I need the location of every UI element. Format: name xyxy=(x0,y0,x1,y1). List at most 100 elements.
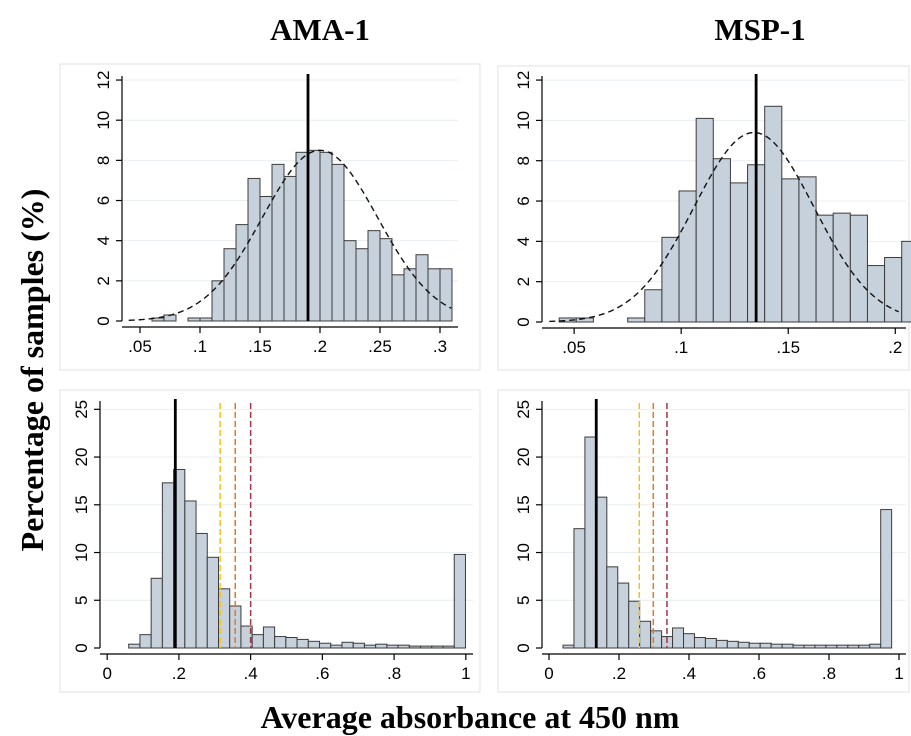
histogram-bar xyxy=(420,645,433,649)
histogram-bar xyxy=(748,642,761,649)
histogram-bar xyxy=(271,163,285,322)
y-tick-label: 10 xyxy=(514,543,533,562)
histogram-msp1-full-range: 0 5 10 15 20 25 0 .2 .4 .6 .8 1 xyxy=(497,389,910,693)
histogram-ama1-zoomed: 0 2 4 6 8 10 12 .05 .1 .15 .2 .25 .3 xyxy=(59,63,481,371)
histogram-bar xyxy=(235,224,249,322)
y-tick-label: 5 xyxy=(514,596,533,605)
x-tick-label: .2 xyxy=(313,337,327,356)
x-tick-label: .3 xyxy=(433,337,447,356)
y-tick-label: 15 xyxy=(72,495,91,514)
x-tick-label: .1 xyxy=(193,337,207,356)
histogram-ama1-full-range: 0 5 10 15 20 25 0 .2 .4 .6 .8 1 xyxy=(59,389,481,693)
histogram-msp1-zoomed: 0 2 4 6 8 10 12 .05 .1 .15 .2 xyxy=(497,65,911,371)
y-tick-label: 10 xyxy=(514,111,533,130)
y-tick-label: 6 xyxy=(94,196,113,205)
histogram-bar xyxy=(453,553,466,649)
y-tick-label: 15 xyxy=(514,495,533,514)
histogram-bar xyxy=(274,636,287,649)
histogram-bar xyxy=(442,645,455,649)
x-axis-label: Average absorbance at 450 nm xyxy=(261,699,680,735)
x-tick-label: 0 xyxy=(544,664,553,683)
histogram-bar xyxy=(815,214,834,323)
y-tick-label: 4 xyxy=(514,237,533,246)
histogram-bar xyxy=(764,105,783,323)
normal-fit-curve xyxy=(128,149,452,322)
histogram-bar xyxy=(150,577,163,649)
histogram-bar xyxy=(832,212,851,323)
histogram-bar xyxy=(825,644,838,649)
y-tick-label: 8 xyxy=(94,156,113,165)
histogram-bar xyxy=(661,236,680,323)
histogram-bar xyxy=(858,644,871,649)
histogram-bar xyxy=(869,643,882,649)
histogram-bar xyxy=(363,644,377,649)
histogram-bar xyxy=(128,643,141,649)
x-tick-label: 1 xyxy=(461,664,470,683)
histogram-bar xyxy=(379,238,393,322)
histogram-bar xyxy=(307,640,321,649)
histogram-bar xyxy=(391,274,405,322)
histogram-bar xyxy=(319,151,333,322)
histogram-bar xyxy=(251,634,264,649)
histogram-bar xyxy=(792,644,805,649)
x-tick-label: 1 xyxy=(894,664,903,683)
histogram-bar xyxy=(139,634,152,649)
histogram-bar xyxy=(187,317,201,322)
y-axis-label: Percentage of samples (%) xyxy=(14,189,50,552)
y-tick-label: 0 xyxy=(94,316,113,325)
y-tick-label: 0 xyxy=(514,643,533,652)
histogram-bar xyxy=(195,532,208,649)
histogram-bar xyxy=(330,644,343,649)
y-tick-label: 0 xyxy=(72,643,91,652)
histogram-bar xyxy=(184,500,197,649)
histogram-bar xyxy=(161,482,175,649)
y-tick-label: 4 xyxy=(94,236,113,245)
histogram-bar xyxy=(704,637,717,649)
x-tick-label: .25 xyxy=(368,337,392,356)
histogram-bar xyxy=(803,644,816,649)
x-tick-label: .8 xyxy=(387,664,401,683)
histogram-bar xyxy=(386,644,399,649)
histogram-bar xyxy=(617,582,630,649)
histogram-bar xyxy=(573,528,586,649)
histogram-bar xyxy=(397,644,410,649)
x-tick-label: .6 xyxy=(752,664,766,683)
x-tick-label: .15 xyxy=(776,338,800,357)
histogram-bar xyxy=(341,641,354,649)
histogram-bar xyxy=(408,645,422,649)
histogram-bar xyxy=(439,268,453,322)
x-tick-label: .2 xyxy=(172,664,186,683)
y-tick-label: 8 xyxy=(514,156,533,165)
x-tick-label: .2 xyxy=(612,664,626,683)
histogram-bar xyxy=(367,230,381,322)
histogram-bar xyxy=(584,436,597,649)
histogram-bar xyxy=(672,627,685,649)
histogram-bar xyxy=(712,158,731,323)
histogram-bar xyxy=(781,178,800,323)
histogram-bar xyxy=(319,642,332,649)
histogram-bar xyxy=(880,509,893,649)
x-tick-label: .15 xyxy=(248,337,272,356)
histogram-bar xyxy=(606,566,619,649)
histogram-bar xyxy=(331,163,345,322)
histogram-bar xyxy=(884,256,903,323)
x-tick-label: .4 xyxy=(682,664,696,683)
histogram-bar xyxy=(650,630,663,649)
normal-fit-curve xyxy=(549,131,899,323)
histogram-bar xyxy=(729,182,749,323)
histogram-bar xyxy=(814,644,827,649)
histogram-bar xyxy=(427,268,441,322)
y-tick-label: 12 xyxy=(514,71,533,90)
y-tick-label: 25 xyxy=(514,400,533,419)
x-tick-label: .8 xyxy=(822,664,836,683)
y-tick-label: 25 xyxy=(72,400,91,419)
y-tick-label: 20 xyxy=(514,448,533,467)
histogram-bar xyxy=(211,280,225,322)
y-tick-label: 6 xyxy=(514,196,533,205)
histogram-bar xyxy=(375,643,388,649)
y-tick-label: 10 xyxy=(72,543,91,562)
histogram-bar xyxy=(262,626,276,649)
histogram-bar xyxy=(283,175,297,322)
histogram-bar xyxy=(415,254,429,322)
